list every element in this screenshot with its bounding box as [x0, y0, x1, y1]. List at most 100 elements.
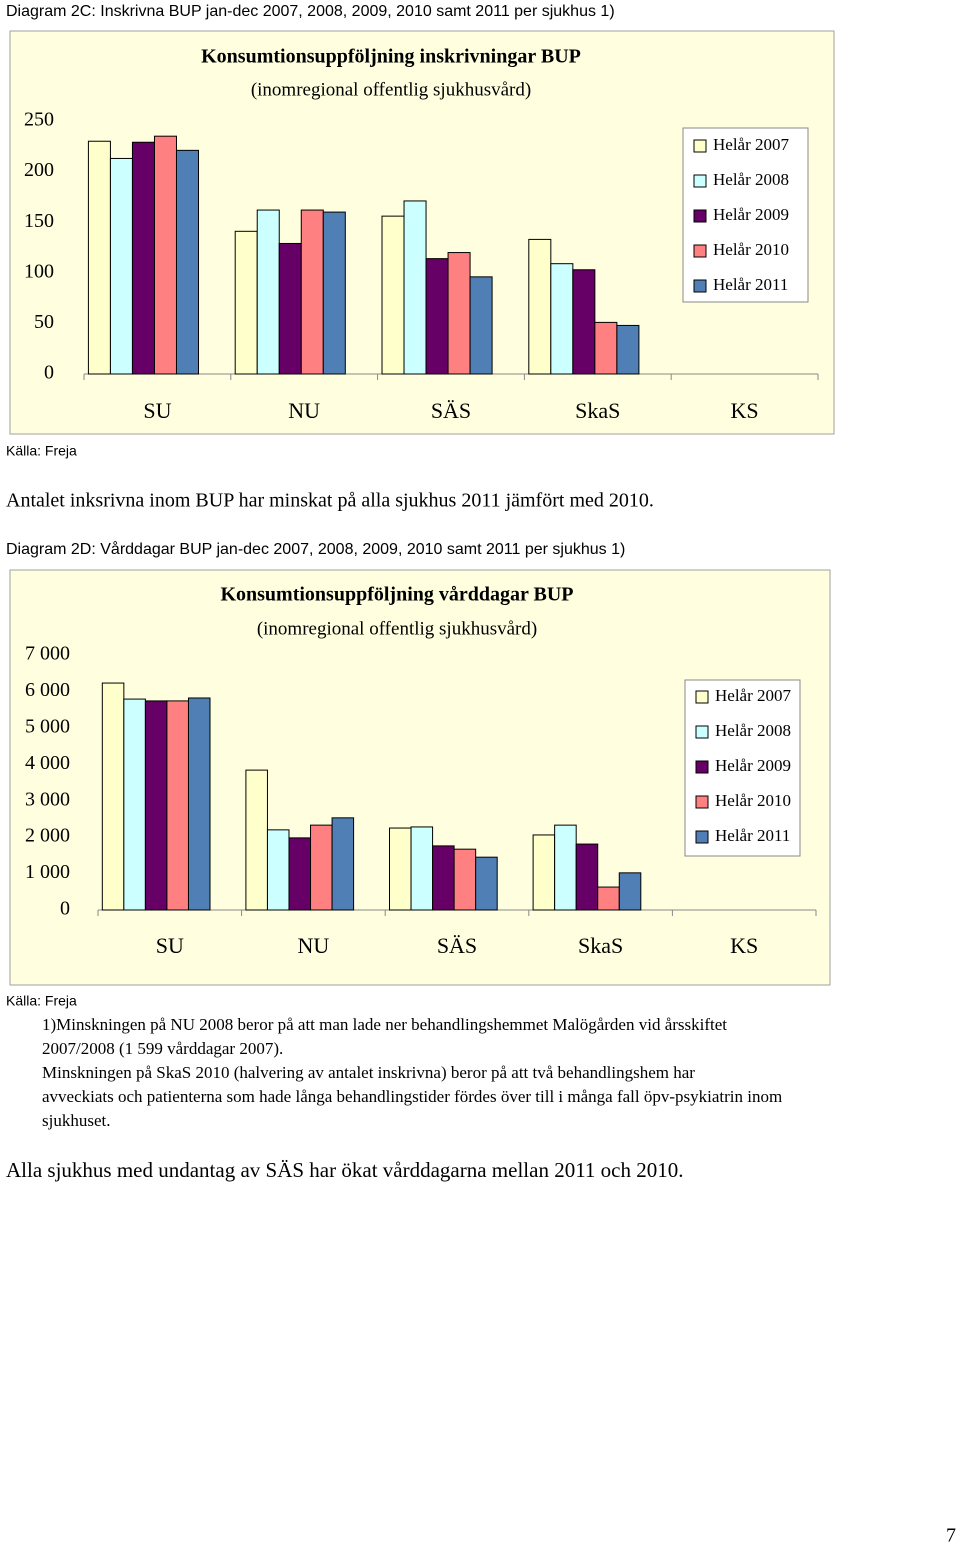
legend-label: Helår 2011	[715, 826, 790, 845]
x-tick-label: NU	[288, 398, 320, 423]
legend-swatch	[695, 795, 709, 809]
y-tick-label: 150	[24, 210, 54, 232]
bar	[618, 872, 642, 911]
bar	[432, 845, 455, 911]
bar	[288, 837, 312, 911]
chart-title: Konsumtionsuppföljning inskrivningar BUP	[201, 46, 581, 68]
legend-swatch	[693, 139, 707, 153]
legend-swatch	[693, 209, 707, 223]
source: Källa: Freja	[6, 993, 77, 1009]
bar	[389, 827, 412, 911]
bar	[144, 700, 168, 911]
legend-label: Helår 2009	[713, 205, 789, 224]
y-tick-label: 3 000	[25, 788, 70, 810]
bar	[322, 211, 346, 375]
bar	[87, 140, 111, 375]
footnote: 2007/2008 (1 599 vårddagar 2007).	[42, 1039, 283, 1058]
bar	[597, 886, 620, 911]
y-tick-label: 6 000	[25, 679, 70, 701]
bar	[256, 209, 280, 375]
x-tick-label: KS	[730, 933, 758, 958]
bar	[331, 817, 355, 911]
bar	[278, 242, 302, 375]
footnote: Minskningen på SkaS 2010 (halvering av a…	[42, 1063, 695, 1082]
bar	[300, 209, 324, 375]
bar	[101, 682, 125, 911]
legend-label: Helår 2011	[713, 275, 788, 294]
bar	[123, 698, 146, 911]
x-tick-label: SU	[156, 933, 184, 958]
bar	[153, 135, 177, 375]
x-tick-label: SkaS	[578, 933, 623, 958]
legend-swatch	[695, 830, 709, 844]
y-tick-label: 0	[44, 362, 54, 384]
bar	[447, 252, 471, 375]
bar	[131, 141, 155, 375]
legend-label: Helår 2009	[715, 756, 791, 775]
bar	[310, 824, 333, 911]
legend-label: Helår 2008	[715, 721, 791, 740]
legend-label: Helår 2008	[713, 170, 789, 189]
bar	[453, 848, 477, 911]
caption: Diagram 2C: Inskrivna BUP jan-dec 2007, …	[6, 3, 615, 20]
bar	[109, 157, 133, 375]
footnote: 1)Minskningen på NU 2008 beror på att ma…	[42, 1015, 727, 1034]
source: Källa: Freja	[6, 443, 77, 459]
caption: Diagram 2D: Vårddagar BUP jan-dec 2007, …	[6, 540, 625, 558]
bar	[245, 769, 268, 911]
y-tick-label: 250	[24, 109, 54, 131]
bar	[532, 834, 556, 911]
y-tick-label: 7 000	[25, 643, 70, 665]
bar	[594, 321, 618, 375]
page-number: 7	[946, 1525, 956, 1547]
y-tick-label: 2 000	[25, 825, 70, 847]
legend-swatch	[693, 174, 707, 188]
legend-swatch	[695, 725, 709, 739]
legend-swatch	[695, 690, 709, 704]
bar	[403, 200, 427, 375]
bar	[554, 824, 577, 911]
bar	[550, 263, 574, 375]
bar	[381, 215, 405, 375]
x-tick-label: KS	[731, 398, 759, 423]
bar	[425, 258, 449, 375]
chart-title: Konsumtionsuppföljning vårddagar BUP	[220, 584, 573, 606]
comment: Antalet inksrivna inom BUP har minskat p…	[6, 490, 654, 512]
y-tick-label: 5 000	[25, 715, 70, 737]
bar	[475, 856, 498, 911]
bar	[187, 697, 211, 911]
x-tick-label: NU	[298, 933, 330, 958]
legend-label: Helår 2010	[715, 791, 791, 810]
chart-subtitle: (inomregional offentlig sjukhusvård)	[257, 618, 537, 639]
x-tick-label: SU	[143, 398, 171, 423]
legend-label: Helår 2007	[713, 135, 790, 154]
bar	[572, 269, 596, 375]
bar	[575, 843, 599, 911]
y-tick-label: 1 000	[25, 861, 70, 883]
y-tick-label: 4 000	[25, 752, 70, 774]
bar	[410, 826, 434, 911]
y-tick-label: 50	[34, 311, 54, 333]
legend-label: Helår 2007	[715, 686, 792, 705]
y-tick-label: 200	[24, 159, 54, 181]
legend-swatch	[693, 279, 707, 293]
x-tick-label: SkaS	[575, 398, 620, 423]
x-tick-label: SÄS	[431, 398, 471, 423]
legend-label: Helår 2010	[713, 240, 789, 259]
legend-swatch	[693, 244, 707, 258]
bar	[528, 238, 552, 375]
bar	[616, 324, 640, 375]
footnote: avveckiats och patienterna som hade lång…	[42, 1087, 782, 1106]
conclusion: Alla sjukhus med undantag av SÄS har öka…	[6, 1158, 684, 1182]
bar	[266, 829, 290, 911]
bar	[234, 230, 258, 375]
footnote: sjukhuset.	[42, 1111, 110, 1130]
legend-swatch	[695, 760, 709, 774]
bar	[175, 149, 200, 375]
x-tick-label: SÄS	[437, 933, 477, 958]
chart-subtitle: (inomregional offentlig sjukhusvård)	[251, 79, 531, 100]
y-tick-label: 100	[24, 260, 54, 282]
bar	[166, 700, 189, 911]
y-tick-label: 0	[60, 898, 70, 920]
